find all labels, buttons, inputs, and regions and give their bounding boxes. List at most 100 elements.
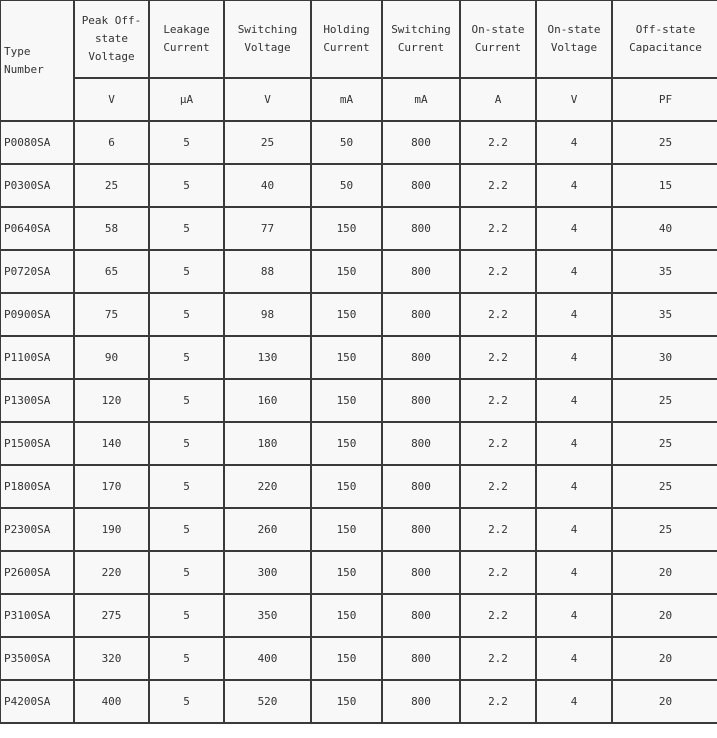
unit-cell: mA	[381, 77, 461, 122]
value-cell: 275	[73, 593, 150, 638]
value-cell: 150	[310, 421, 383, 466]
value-cell: 170	[73, 464, 150, 509]
table-row: P0900SA 75 5 98 150 800 2.2 4 35	[0, 292, 717, 337]
type-number-cell: P2300SA	[0, 507, 75, 552]
header-off-state-capacitance: Off-state Capacitance	[611, 0, 717, 79]
table-row: P2600SA 220 5 300 150 800 2.2 4 20	[0, 550, 717, 595]
type-number-cell: P3100SA	[0, 593, 75, 638]
value-cell: 2.2	[459, 593, 537, 638]
value-cell: 4	[535, 120, 613, 165]
value-cell: 300	[223, 550, 312, 595]
type-number-cell: P1500SA	[0, 421, 75, 466]
value-cell: 180	[223, 421, 312, 466]
value-cell: 25	[611, 507, 717, 552]
value-cell: 2.2	[459, 120, 537, 165]
table-row: P3500SA 320 5 400 150 800 2.2 4 20	[0, 636, 717, 681]
type-number-cell: P0900SA	[0, 292, 75, 337]
value-cell: 150	[310, 206, 383, 251]
unit-cell: μA	[148, 77, 225, 122]
value-cell: 25	[73, 163, 150, 208]
units-row: V μA V mA mA A V PF	[0, 77, 717, 122]
value-cell: 150	[310, 507, 383, 552]
value-cell: 350	[223, 593, 312, 638]
value-cell: 5	[148, 335, 225, 380]
unit-cell: mA	[310, 77, 383, 122]
value-cell: 800	[381, 335, 461, 380]
type-number-cell: P1300SA	[0, 378, 75, 423]
value-cell: 2.2	[459, 378, 537, 423]
value-cell: 130	[223, 335, 312, 380]
value-cell: 4	[535, 593, 613, 638]
value-cell: 2.2	[459, 335, 537, 380]
value-cell: 800	[381, 378, 461, 423]
table-row: P0080SA 6 5 25 50 800 2.2 4 25	[0, 120, 717, 165]
value-cell: 800	[381, 292, 461, 337]
value-cell: 2.2	[459, 206, 537, 251]
value-cell: 5	[148, 421, 225, 466]
value-cell: 20	[611, 636, 717, 681]
value-cell: 150	[310, 636, 383, 681]
value-cell: 5	[148, 464, 225, 509]
value-cell: 25	[611, 464, 717, 509]
table-row: P3100SA 275 5 350 150 800 2.2 4 20	[0, 593, 717, 638]
header-switching-voltage: Switching Voltage	[223, 0, 312, 79]
type-number-cell: P0300SA	[0, 163, 75, 208]
header-peak-off-state-voltage: Peak Off-state Voltage	[73, 0, 150, 79]
value-cell: 800	[381, 163, 461, 208]
value-cell: 20	[611, 593, 717, 638]
unit-cell: V	[535, 77, 613, 122]
value-cell: 5	[148, 550, 225, 595]
value-cell: 40	[611, 206, 717, 251]
value-cell: 150	[310, 550, 383, 595]
value-cell: 800	[381, 206, 461, 251]
header-row: Type Number Peak Off-state Voltage Leaka…	[0, 0, 717, 122]
unit-cell: V	[73, 77, 150, 122]
header-switching-current: Switching Current	[381, 0, 461, 79]
type-number-cell: P3500SA	[0, 636, 75, 681]
value-cell: 5	[148, 507, 225, 552]
value-cell: 77	[223, 206, 312, 251]
unit-cell: V	[223, 77, 312, 122]
value-cell: 4	[535, 378, 613, 423]
value-cell: 800	[381, 507, 461, 552]
value-cell: 4	[535, 292, 613, 337]
value-cell: 50	[310, 163, 383, 208]
value-cell: 800	[381, 464, 461, 509]
value-cell: 800	[381, 636, 461, 681]
value-cell: 120	[73, 378, 150, 423]
table-row: P1800SA 170 5 220 150 800 2.2 4 25	[0, 464, 717, 509]
value-cell: 88	[223, 249, 312, 294]
value-cell: 4	[535, 679, 613, 724]
header-type-number: Type Number	[0, 0, 75, 122]
value-cell: 65	[73, 249, 150, 294]
value-cell: 2.2	[459, 636, 537, 681]
value-cell: 150	[310, 679, 383, 724]
header-on-state-current: On-state Current	[459, 0, 537, 79]
value-cell: 150	[310, 464, 383, 509]
value-cell: 4	[535, 163, 613, 208]
value-cell: 2.2	[459, 464, 537, 509]
unit-cell: A	[459, 77, 537, 122]
value-cell: 4	[535, 421, 613, 466]
value-cell: 800	[381, 679, 461, 724]
value-cell: 4	[535, 206, 613, 251]
value-cell: 150	[310, 292, 383, 337]
value-cell: 150	[310, 378, 383, 423]
table-row: P0720SA 65 5 88 150 800 2.2 4 35	[0, 249, 717, 294]
value-cell: 520	[223, 679, 312, 724]
value-cell: 800	[381, 249, 461, 294]
value-cell: 320	[73, 636, 150, 681]
value-cell: 75	[73, 292, 150, 337]
type-number-cell: P0720SA	[0, 249, 75, 294]
value-cell: 20	[611, 550, 717, 595]
value-cell: 260	[223, 507, 312, 552]
value-cell: 40	[223, 163, 312, 208]
value-cell: 400	[223, 636, 312, 681]
value-cell: 5	[148, 292, 225, 337]
value-cell: 4	[535, 464, 613, 509]
value-cell: 98	[223, 292, 312, 337]
value-cell: 190	[73, 507, 150, 552]
value-cell: 5	[148, 378, 225, 423]
value-cell: 6	[73, 120, 150, 165]
